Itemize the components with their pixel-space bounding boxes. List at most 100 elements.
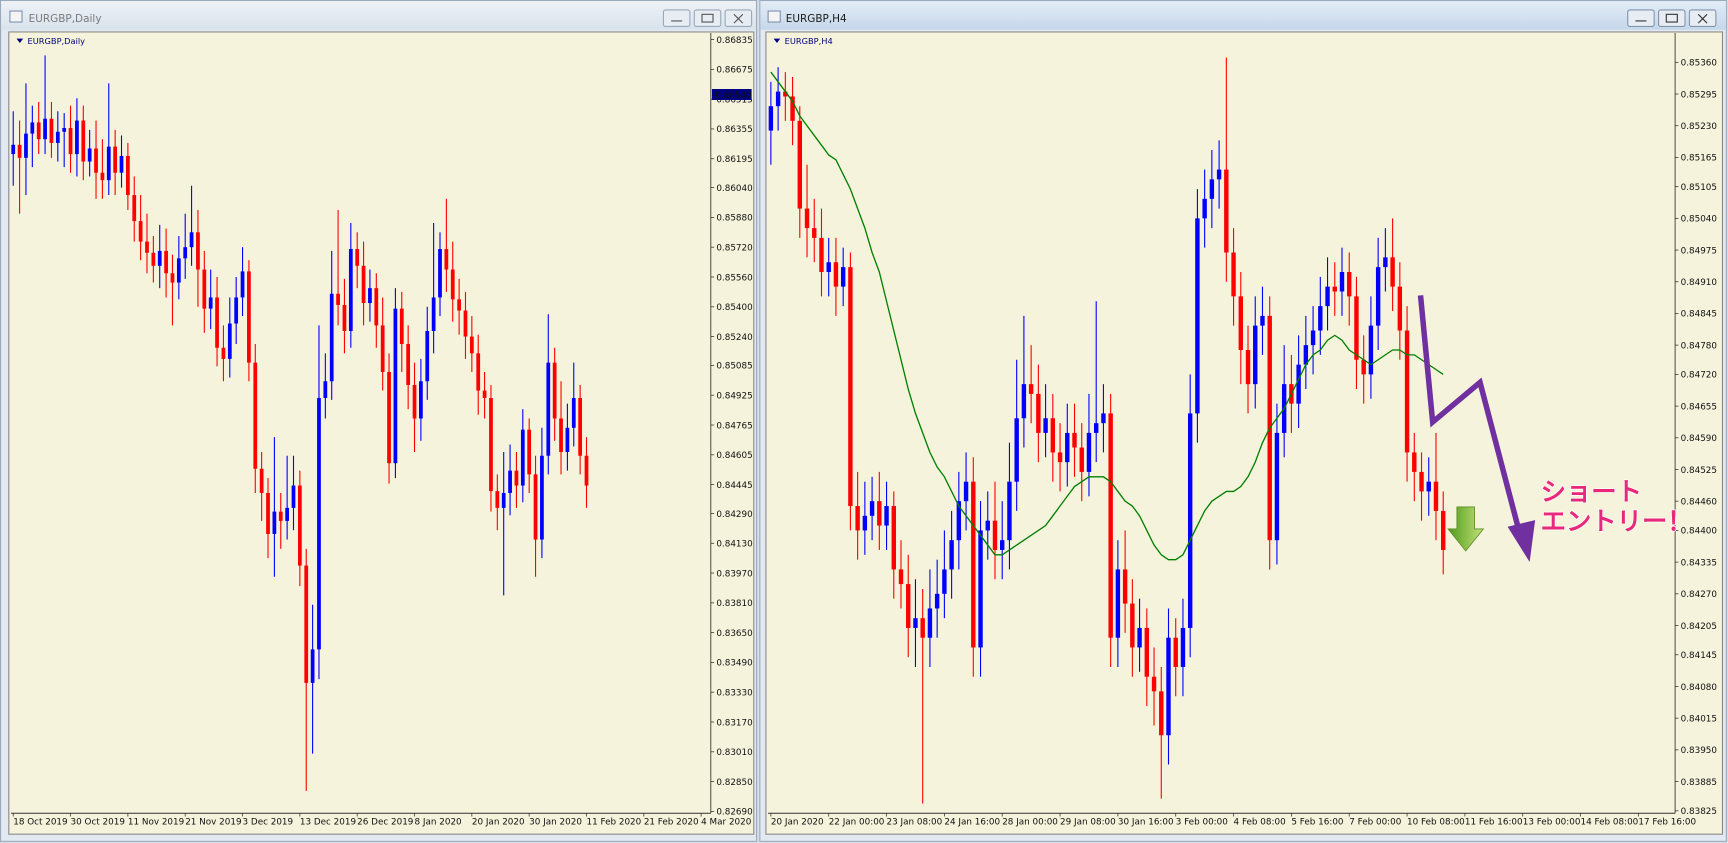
candle-body	[138, 221, 143, 242]
candle-body	[877, 501, 882, 526]
y-tick-label: 0.83170	[716, 718, 753, 728]
y-tick-label: 0.85400	[716, 303, 753, 313]
candle-body	[393, 308, 398, 464]
y-tick-label: 0.84445	[716, 481, 752, 491]
arrow-head	[1507, 520, 1536, 562]
x-tick-label: 13 Feb 00:00	[1523, 817, 1581, 827]
maximize-button[interactable]	[693, 9, 722, 27]
candle-body	[514, 470, 519, 486]
candle-body	[1274, 432, 1280, 541]
candle-body	[355, 249, 360, 266]
y-tick-label: 0.84910	[1681, 278, 1718, 288]
candle-body	[920, 618, 925, 638]
candle-body	[81, 120, 86, 162]
y-tick-label: 0.84975	[1681, 246, 1717, 256]
candle-body	[552, 362, 557, 419]
candle-body	[1014, 418, 1019, 482]
candle-body	[949, 540, 954, 570]
candle-body	[189, 232, 194, 248]
candle-body	[1361, 359, 1366, 375]
window-title: EURGBP,H4	[786, 13, 847, 25]
candle-body	[501, 492, 506, 508]
candle-body	[1209, 179, 1215, 199]
annotation: ショート	[1541, 476, 1642, 506]
x-tick-label: 28 Jan 00:00	[1002, 817, 1058, 827]
y-tick-label: 0.84290	[716, 510, 753, 520]
candle-body	[406, 344, 411, 385]
candle-body	[840, 267, 846, 287]
candle-body	[1151, 676, 1157, 692]
candle-body	[1216, 169, 1222, 180]
candle-body	[266, 492, 270, 534]
candle-body	[891, 506, 896, 570]
candle-body	[565, 427, 570, 453]
candle-body	[1375, 267, 1381, 326]
candle-body	[826, 262, 831, 272]
y-tick-label: 0.85720	[716, 243, 753, 253]
candle-body	[775, 91, 781, 107]
candle-body	[790, 96, 795, 121]
candle-body	[848, 267, 853, 507]
candle-body	[1383, 257, 1388, 268]
y-tick-label: 0.84205	[1681, 622, 1717, 632]
candle-body	[419, 381, 423, 419]
annotation: エントリー！	[1541, 506, 1693, 536]
window-controls[interactable]	[662, 9, 753, 27]
maximize-button[interactable]	[1658, 9, 1686, 27]
y-tick-label: 0.83330	[716, 689, 753, 699]
candle-body	[1260, 315, 1265, 326]
candle-body	[113, 146, 118, 173]
x-tick-label: 29 Jan 08:00	[1060, 817, 1116, 827]
candle-body	[145, 241, 149, 253]
x-tick-label: 8 Jan 2020	[415, 817, 463, 827]
candle-body	[1093, 423, 1099, 433]
candle-body	[476, 353, 481, 391]
candle-body	[1419, 471, 1424, 492]
minimize-button[interactable]	[1627, 9, 1655, 27]
y-tick-label: 0.84145	[1681, 651, 1717, 661]
candle-body	[30, 122, 35, 134]
candle-body	[934, 593, 940, 609]
x-tick-label: 4 Mar 2020	[701, 817, 752, 827]
y-tick-label: 0.83825	[1681, 807, 1717, 817]
candle-body	[833, 262, 839, 287]
y-tick-label: 0.85880	[716, 214, 753, 224]
y-tick-label: 0.86195	[716, 155, 752, 165]
candle-body	[1347, 271, 1352, 297]
candle-body	[348, 249, 353, 331]
x-tick-label: 30 Jan 2020	[529, 817, 582, 827]
candle-body	[196, 232, 200, 270]
candle-body	[812, 228, 817, 238]
y-tick-label: 0.84080	[1681, 683, 1718, 693]
y-tick-label: 0.84460	[1681, 497, 1718, 507]
candle-body	[768, 106, 774, 131]
minimize-button[interactable]	[662, 9, 691, 27]
y-tick-label: 0.85165	[1681, 154, 1717, 164]
candle-body	[1065, 432, 1070, 463]
y-tick-label: 0.86835	[716, 36, 752, 46]
candle-body	[304, 565, 309, 683]
candle-body	[819, 237, 824, 272]
candle-body	[272, 511, 277, 534]
price-marker-label: 0.86540	[715, 91, 752, 101]
y-tick-label: 0.84655	[1681, 402, 1717, 412]
candle-body	[508, 470, 512, 493]
candle-body	[36, 122, 41, 140]
candle-body	[68, 128, 73, 155]
candle-body	[176, 258, 181, 283]
candle-body	[329, 293, 334, 382]
candle-body	[797, 120, 802, 209]
candle-body	[157, 250, 162, 266]
window-controls[interactable]	[1627, 9, 1717, 27]
candle-body	[963, 481, 969, 502]
y-tick-label: 0.84925	[716, 392, 752, 402]
candle-body	[1339, 271, 1345, 292]
candle-body	[1036, 393, 1041, 433]
candle-body	[1050, 418, 1056, 453]
y-tick-label: 0.83970	[716, 569, 753, 579]
candle-body	[49, 118, 54, 143]
y-tick-label: 0.84765	[716, 421, 752, 431]
candle-body	[1187, 413, 1193, 628]
candle-body	[1426, 481, 1431, 492]
x-tick-label: 20 Jan 2020	[771, 817, 824, 827]
